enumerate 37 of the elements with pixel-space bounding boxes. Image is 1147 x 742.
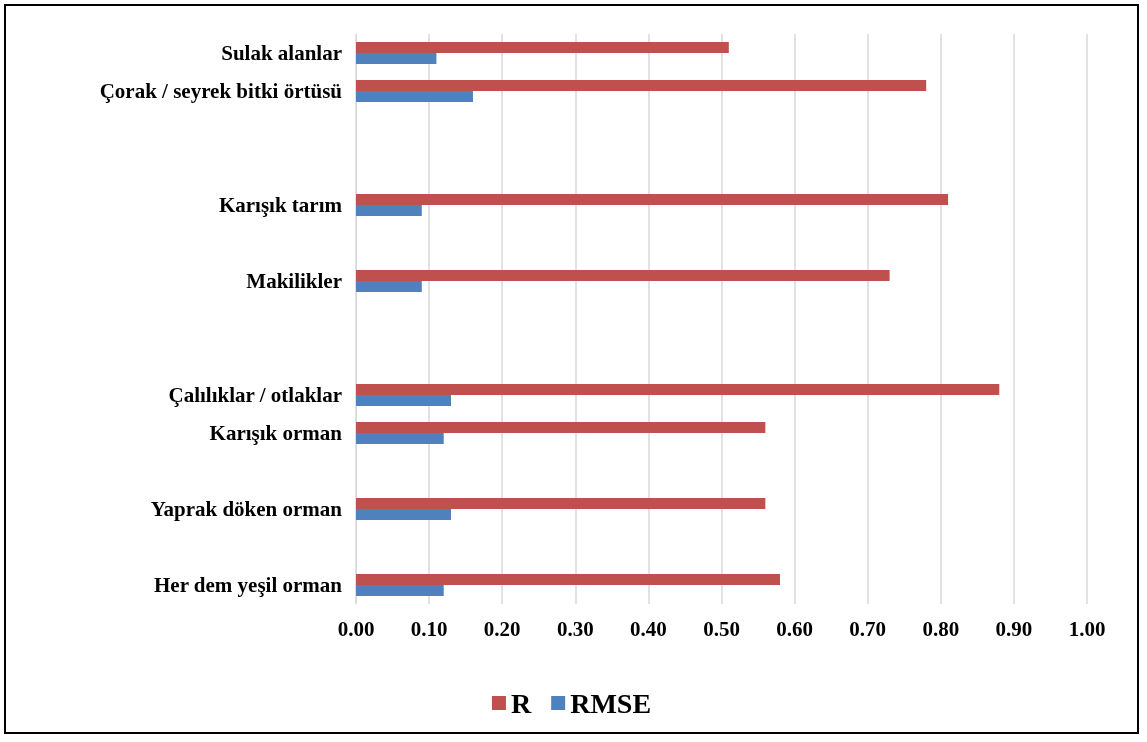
bar <box>356 281 422 292</box>
bar <box>356 270 890 281</box>
x-tick-label: 0.10 <box>410 616 448 641</box>
bar <box>356 205 422 216</box>
x-tick-label: 0.80 <box>922 616 960 641</box>
y-tick-label: Çorak / seyrek bitki örtüsü <box>99 79 343 103</box>
x-tick-label: 0.00 <box>337 616 375 641</box>
y-tick-label: Sulak alanlar <box>221 41 342 65</box>
bar <box>356 42 729 53</box>
x-tick-label: 0.90 <box>995 616 1033 641</box>
x-tick-label: 1.00 <box>1068 616 1106 641</box>
bar <box>356 574 780 585</box>
bar <box>356 422 766 433</box>
x-tick-label: 0.60 <box>776 616 813 641</box>
x-tick-label: 0.30 <box>556 616 594 641</box>
x-tick-label: 0.40 <box>630 616 667 641</box>
x-tick-label: 0.70 <box>849 616 887 641</box>
bar <box>356 585 444 596</box>
bar <box>356 395 452 406</box>
bar <box>356 80 927 91</box>
bar <box>356 91 473 102</box>
y-tick-label: Karışık tarım <box>218 193 343 217</box>
bar <box>356 194 949 205</box>
y-tick-label: Çalılıklar / otlaklar <box>168 383 342 407</box>
bar <box>356 498 766 509</box>
x-tick-label: 0.20 <box>483 616 521 641</box>
bar <box>356 509 452 520</box>
y-tick-label: Karışık orman <box>209 421 343 445</box>
legend-label: RMSE <box>570 687 652 719</box>
x-tick-label: 0.50 <box>703 616 740 641</box>
y-tick-label: Makilikler <box>246 269 342 293</box>
bar <box>356 433 444 444</box>
y-tick-label: Her dem yeşil orman <box>154 573 343 597</box>
bar <box>356 384 1000 395</box>
bar <box>356 53 437 64</box>
legend-label: R <box>510 687 532 719</box>
y-tick-label: Yaprak döken orman <box>150 497 343 521</box>
